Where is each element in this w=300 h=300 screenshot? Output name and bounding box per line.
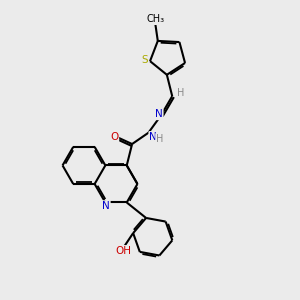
Text: N: N — [149, 132, 157, 142]
Text: H: H — [177, 88, 184, 98]
Text: N: N — [155, 109, 163, 119]
Text: N: N — [102, 201, 110, 211]
Text: O: O — [110, 132, 118, 142]
Text: H: H — [156, 134, 164, 144]
Text: CH₃: CH₃ — [147, 14, 165, 24]
Text: S: S — [141, 55, 148, 65]
Text: OH: OH — [116, 246, 132, 256]
